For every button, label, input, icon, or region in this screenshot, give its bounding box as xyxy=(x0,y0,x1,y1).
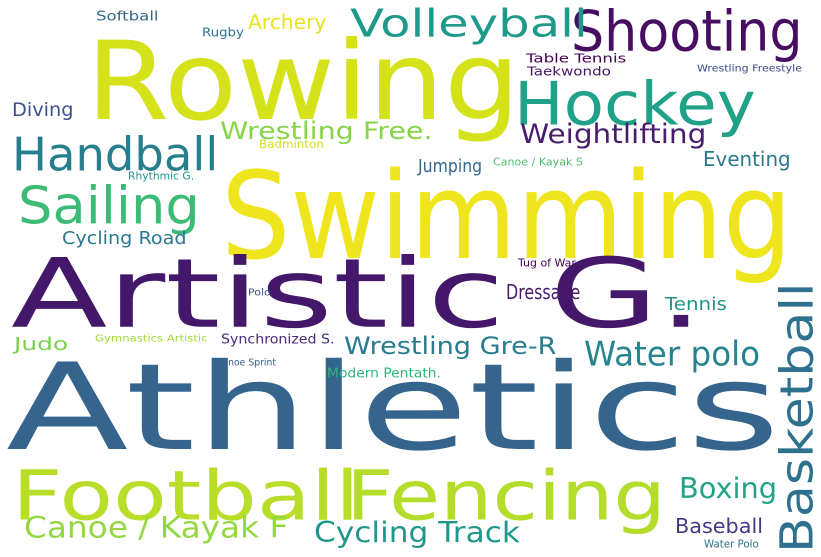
word-polo: Polo xyxy=(248,287,271,298)
word-softball: Softball xyxy=(96,8,159,24)
word-table-tennis: Table Tennis xyxy=(526,51,627,66)
word-cycling-track: Cycling Track xyxy=(314,516,520,549)
word-swimming: Swimming xyxy=(221,146,793,287)
word-wrestling-free: Wrestling Free. xyxy=(220,117,433,145)
word-modern-pentath: Modern Pentath. xyxy=(327,365,441,381)
word-eventing: Eventing xyxy=(703,148,791,171)
word-water-polo-small: Water Polo xyxy=(704,537,759,550)
word-hockey: Hockey xyxy=(514,69,756,139)
word-judo: Judo xyxy=(14,334,69,355)
word-sailing: Sailing xyxy=(18,175,200,236)
word-basketball: Basketball xyxy=(771,282,821,553)
word-cycling-road: Cycling Road xyxy=(62,228,187,249)
word-tug-of-war: Tug of War xyxy=(518,256,576,269)
word-weightlifting: Weightlifting xyxy=(520,120,707,150)
word-gymnastics-artistic: Gymnastics Artistic xyxy=(95,333,208,344)
word-rugby: Rugby xyxy=(202,25,244,40)
word-rowing: Rowing xyxy=(86,18,521,145)
word-synchronized-s: Synchronized S. xyxy=(221,331,335,347)
word-athletics: Athletics xyxy=(6,337,781,478)
word-canoe-sprint: Canoe Sprint xyxy=(216,357,276,368)
word-diving: Diving xyxy=(12,98,74,121)
word-water-polo: Water polo xyxy=(584,335,761,374)
word-football: Football xyxy=(12,456,360,536)
word-shooting: Shooting xyxy=(571,0,803,64)
word-canoe-kayak-s: Canoe / Kayak S xyxy=(493,155,583,168)
word-rhythmic-g: Rhythmic G. xyxy=(128,169,195,182)
word-handball: Handball xyxy=(12,128,219,182)
word-jumping: Jumping xyxy=(418,156,483,177)
word-wrestling-gre-r: Wrestling Gre-R xyxy=(344,332,557,360)
word-wrestling-freestyle: Wrestling Freestyle xyxy=(697,63,802,74)
word-canoe-kayak-f: Canoe / Kayak F xyxy=(24,511,289,545)
word-dressage: Dressage xyxy=(506,281,581,304)
word-archery: Archery xyxy=(248,11,327,34)
word-boxing: Boxing xyxy=(679,472,778,505)
word-volleyball: Volleyball xyxy=(350,2,588,46)
word-baseball: Baseball xyxy=(675,515,764,538)
word-badminton: Badminton xyxy=(259,137,324,151)
word-tennis: Tennis xyxy=(665,294,727,315)
word-fencing: Fencing xyxy=(346,456,666,536)
word-artistic-g: Artistic G. xyxy=(11,237,704,350)
word-taekwondo: Taekwondo xyxy=(527,64,611,79)
